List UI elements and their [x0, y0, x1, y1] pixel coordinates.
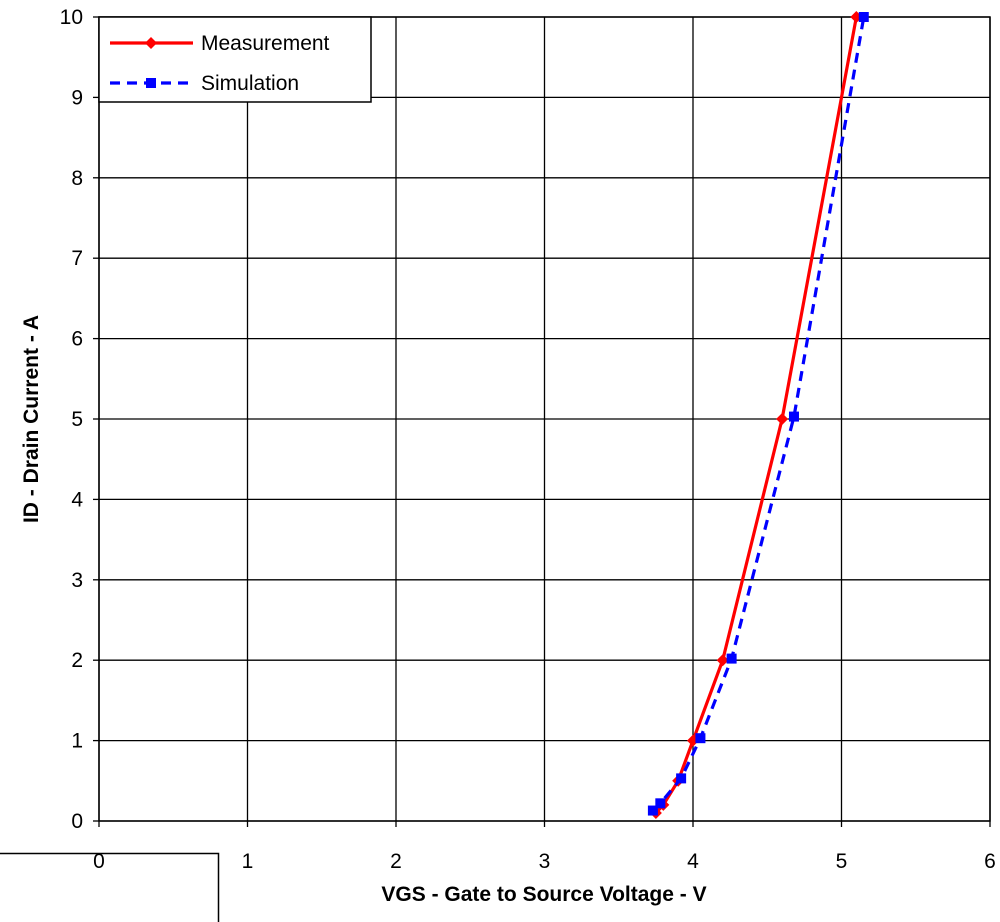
legend-label: Simulation — [201, 72, 299, 95]
data-point — [788, 411, 799, 422]
x-tick-labels: 0 1 2 3 4 5 6 — [93, 850, 996, 873]
legend-items: Measurement Simulation — [110, 32, 330, 95]
data-point — [655, 798, 666, 809]
legend: Measurement Simulation — [98, 16, 372, 103]
legend-marker — [146, 78, 156, 88]
x-tick-label: 0 — [93, 850, 105, 873]
y-tick-labels: 0 1 2 3 4 5 6 7 8 9 10 — [60, 6, 84, 833]
legend-marker — [145, 37, 157, 49]
y-tick-label: 8 — [71, 167, 83, 190]
data-point — [695, 733, 706, 744]
x-tick-label: 2 — [390, 850, 402, 873]
plot-border — [98, 16, 991, 822]
data-point — [676, 773, 687, 784]
x-tick-label: 6 — [984, 850, 996, 873]
y-tick-label: 3 — [71, 569, 83, 592]
x-tick-label: 5 — [836, 850, 848, 873]
legend-item-measurement: Measurement — [110, 32, 330, 55]
y-tick-label: 6 — [71, 328, 83, 351]
y-tick-label: 1 — [71, 730, 83, 753]
y-tick-label: 4 — [71, 488, 83, 511]
legend-item-simulation: Simulation — [110, 72, 299, 95]
data-point — [716, 654, 729, 667]
x-axis-title: VGS - Gate to Source Voltage - V — [381, 883, 706, 906]
corner-box-edge — [0, 852, 220, 922]
series-layer — [647, 11, 869, 819]
y-axis-title: ID - Drain Current - A — [20, 315, 43, 523]
data-point — [726, 653, 737, 664]
x-tick-label: 3 — [539, 850, 551, 873]
y-tick-label: 5 — [71, 408, 83, 431]
data-point — [776, 413, 789, 425]
y-tick-label: 2 — [71, 649, 83, 672]
series-simulation — [647, 12, 869, 816]
x-tick-label: 1 — [242, 850, 254, 873]
data-point — [647, 805, 658, 816]
y-tick-label: 10 — [60, 6, 83, 29]
x-tick-label: 4 — [687, 850, 699, 873]
legend-box — [98, 16, 372, 103]
y-tick-label: 7 — [71, 247, 83, 270]
data-point — [858, 12, 869, 22]
legend-label: Measurement — [201, 32, 330, 55]
y-tick-label: 0 — [71, 810, 83, 833]
y-tick-label: 9 — [71, 86, 83, 109]
